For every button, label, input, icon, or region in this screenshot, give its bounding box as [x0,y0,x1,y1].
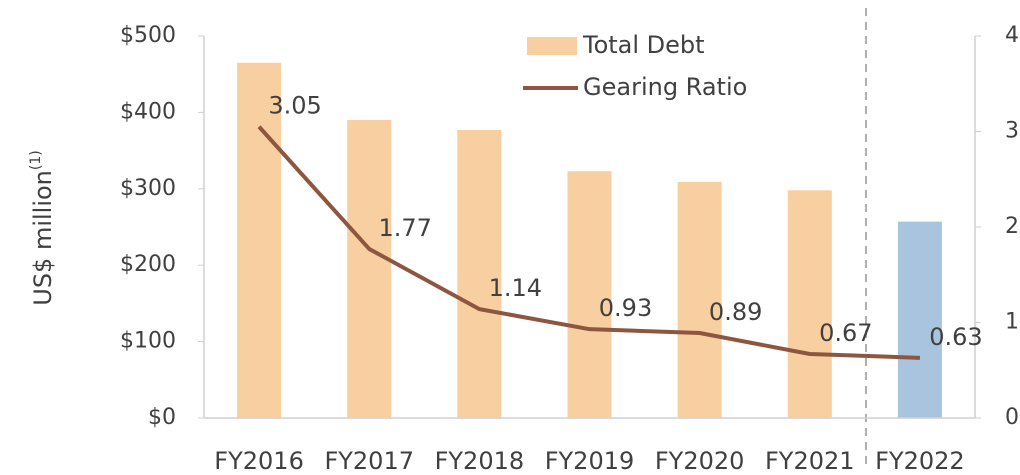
x-tick-label: FY2021 [765,447,855,475]
y-axis-label: US$ million(1) [28,150,57,306]
legend-swatch [527,37,577,55]
y2-tick-label: 1 [1005,310,1019,335]
y-tick-label: $300 [120,176,176,201]
data-label: 0.63 [929,323,982,351]
y-axis-label-text: US$ million [29,170,57,306]
y-axis-label-note: (1) [28,150,44,170]
legend-label: Total Debt [582,31,705,59]
x-tick-label: FY2019 [545,447,635,475]
bar [787,190,832,418]
x-tick-label: FY2020 [655,447,745,475]
data-label: 0.93 [599,294,652,322]
data-label: 3.05 [268,92,321,120]
x-tick-label: FY2017 [324,447,414,475]
y2-tick-label: 2 [1005,214,1019,239]
y-tick-label: $200 [120,252,176,277]
y2-tick-label: 3 [1005,119,1019,144]
y-tick-label: $0 [148,405,176,430]
data-label: 1.14 [489,274,542,302]
legend-label: Gearing Ratio [583,73,747,101]
bar [897,221,942,418]
y2-tick-label: 0 [1005,405,1019,430]
bar [457,129,502,419]
y-tick-label: $100 [120,329,176,354]
data-label: 0.67 [819,319,872,347]
y-tick-label: $500 [120,23,176,48]
x-tick-label: FY2022 [875,447,965,475]
y-tick-label: $400 [120,99,176,124]
x-tick-label: FY2018 [435,447,525,475]
data-label: 1.77 [378,214,431,242]
bar [567,171,612,418]
bar [677,181,722,418]
data-label: 0.89 [709,298,762,326]
bar [237,62,282,419]
bar [347,120,392,418]
line [257,125,920,360]
x-tick-label: FY2016 [214,447,304,475]
y2-tick-label: 4 [1005,23,1019,48]
